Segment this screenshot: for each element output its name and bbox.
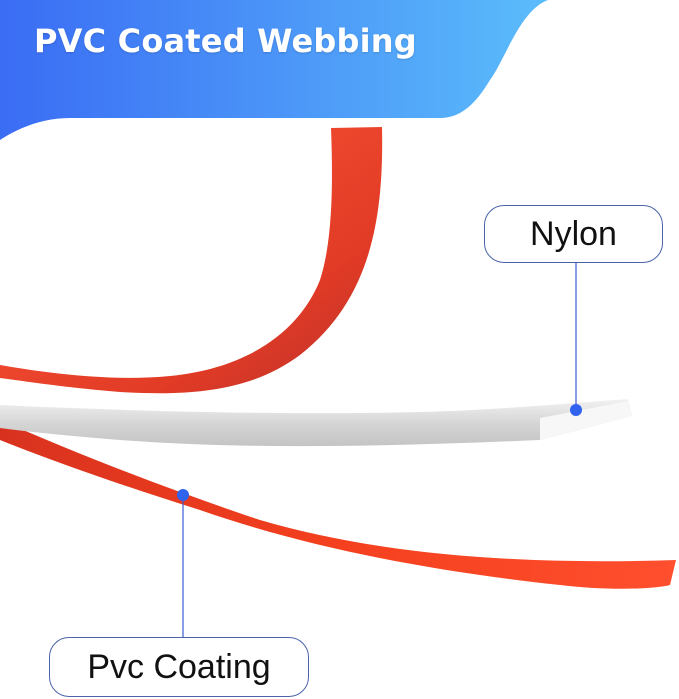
nylon-label-text: Nylon [530, 214, 617, 253]
pvc-strip-upper [0, 127, 383, 394]
banner-title: PVC Coated Webbing [34, 22, 417, 60]
pvc-coating-label: Pvc Coating [49, 637, 309, 697]
nylon-label: Nylon [484, 205, 663, 263]
pvc-coating-label-text: Pvc Coating [87, 647, 271, 686]
pvc-strip-lower [0, 420, 676, 589]
nylon-strip [0, 399, 632, 447]
nylon-dot [570, 404, 582, 416]
pvc-dot [177, 489, 189, 501]
banner-shape [0, 0, 548, 140]
